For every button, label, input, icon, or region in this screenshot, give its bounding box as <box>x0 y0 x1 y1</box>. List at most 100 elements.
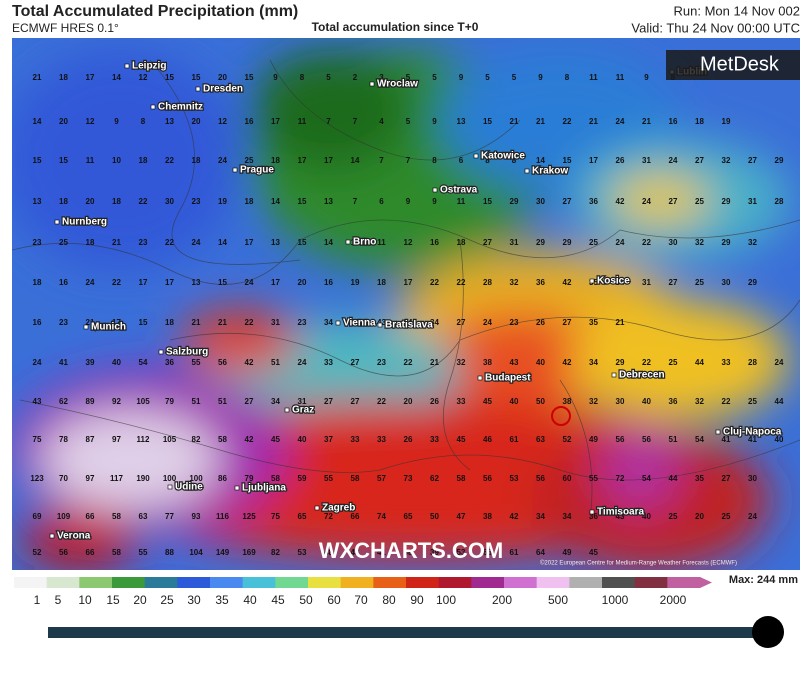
grid-value: 40 <box>775 435 784 444</box>
grid-value: 54 <box>139 358 148 367</box>
colorbar-segment <box>210 577 244 588</box>
colorbar-segment <box>242 577 276 588</box>
grid-value: 45 <box>483 397 492 406</box>
colorbar-segment <box>438 577 472 588</box>
grid-value: 17 <box>271 278 280 287</box>
grid-value: 29 <box>775 156 784 165</box>
grid-value: 23 <box>298 318 307 327</box>
slider-track[interactable] <box>48 627 768 638</box>
grid-value: 58 <box>271 474 280 483</box>
grid-value: 38 <box>483 512 492 521</box>
grid-value: 37 <box>324 435 333 444</box>
colorbar-label: 35 <box>215 593 229 607</box>
grid-value: 34 <box>536 512 545 521</box>
city-dot <box>232 167 238 173</box>
grid-value: 21 <box>192 318 201 327</box>
grid-value: 27 <box>748 156 757 165</box>
grid-value: 45 <box>457 435 466 444</box>
grid-value: 12 <box>86 117 95 126</box>
colorbar-label: 40 <box>243 593 257 607</box>
city-label: Brno <box>353 237 376 248</box>
grid-value: 56 <box>218 358 227 367</box>
grid-value: 18 <box>377 278 386 287</box>
grid-value: 66 <box>86 512 95 521</box>
grid-value: 20 <box>59 117 68 126</box>
colorbar-label: 70 <box>354 593 368 607</box>
grid-value: 29 <box>563 238 572 247</box>
grid-value: 41 <box>351 318 360 327</box>
grid-value: 25 <box>669 512 678 521</box>
city-label: Wroclaw <box>377 79 418 90</box>
colorbar-label: 20 <box>133 593 147 607</box>
grid-value: 27 <box>722 474 731 483</box>
grid-value: 29 <box>748 278 757 287</box>
run: Run: Mon 14 Nov 002 <box>674 3 800 18</box>
grid-value: 20 <box>192 117 201 126</box>
grid-value: 27 <box>695 156 704 165</box>
grid-value: 26 <box>404 435 413 444</box>
grid-value: 11 <box>457 197 466 206</box>
max-label: Max: 244 mm <box>729 574 798 586</box>
grid-value: 32 <box>722 156 731 165</box>
grid-value: 39 <box>430 548 439 557</box>
grid-value: 31 <box>642 156 651 165</box>
city-label: Timisoara <box>597 507 644 518</box>
grid-value: 38 <box>483 358 492 367</box>
grid-value: 27 <box>483 238 492 247</box>
grid-value: 11 <box>616 73 625 82</box>
colorbar-segment <box>340 577 374 588</box>
copyright: ©2022 European Centre for Medium-Range W… <box>540 560 737 567</box>
grid-value: 43 <box>510 358 519 367</box>
grid-value: 51 <box>192 397 201 406</box>
grid-value: 21 <box>536 117 545 126</box>
grid-value: 5 <box>485 73 490 82</box>
grid-value: 15 <box>165 73 174 82</box>
grid-value: 63 <box>139 512 148 521</box>
grid-value: 21 <box>430 358 439 367</box>
grid-value: 149 <box>216 548 230 557</box>
grid-value: 54 <box>695 435 704 444</box>
grid-value: 46 <box>483 435 492 444</box>
grid-value: 21 <box>589 117 598 126</box>
grid-value: 24 <box>616 117 625 126</box>
grid-value: 77 <box>165 512 174 521</box>
grid-value: 25 <box>245 156 254 165</box>
grid-value: 42 <box>563 278 572 287</box>
city-dot <box>377 322 383 328</box>
slider-handle[interactable] <box>752 616 784 648</box>
grid-value: 21 <box>218 318 227 327</box>
grid-value: 93 <box>192 512 201 521</box>
grid-value: 9 <box>459 73 464 82</box>
grid-value: 6 <box>379 197 384 206</box>
grid-value: 13 <box>457 117 466 126</box>
grid-value: 15 <box>33 156 42 165</box>
grid-value: 33 <box>324 358 333 367</box>
grid-value: 31 <box>748 197 757 206</box>
grid-value: 14 <box>33 117 42 126</box>
city-label: Verona <box>57 531 91 542</box>
grid-value: 13 <box>324 197 333 206</box>
grid-value: 74 <box>377 512 386 521</box>
grid-value: 22 <box>563 117 572 126</box>
map: 2118171412151520159852355955981111981420… <box>12 38 800 570</box>
grid-value: 9 <box>644 73 649 82</box>
grid-value: 58 <box>351 474 360 483</box>
grid-value: 22 <box>139 197 148 206</box>
grid-value: 8 <box>485 156 490 165</box>
grid-value: 31 <box>298 397 307 406</box>
colorbar-segment <box>308 577 342 588</box>
city-dot <box>611 372 617 378</box>
city-label: Budapest <box>485 373 531 384</box>
grid-value: 3 <box>379 73 384 82</box>
grid-value: 27 <box>563 318 572 327</box>
grid-value: 13 <box>33 197 42 206</box>
grid-value: 27 <box>351 358 360 367</box>
grid-value: 109 <box>57 512 71 521</box>
grid-value: 34 <box>563 512 572 521</box>
city-dot <box>54 219 60 225</box>
grid-value: 23 <box>510 318 519 327</box>
grid-value: 17 <box>139 278 148 287</box>
grid-value: 18 <box>139 156 148 165</box>
grid-value: 12 <box>404 238 413 247</box>
grid-value: 15 <box>298 238 307 247</box>
